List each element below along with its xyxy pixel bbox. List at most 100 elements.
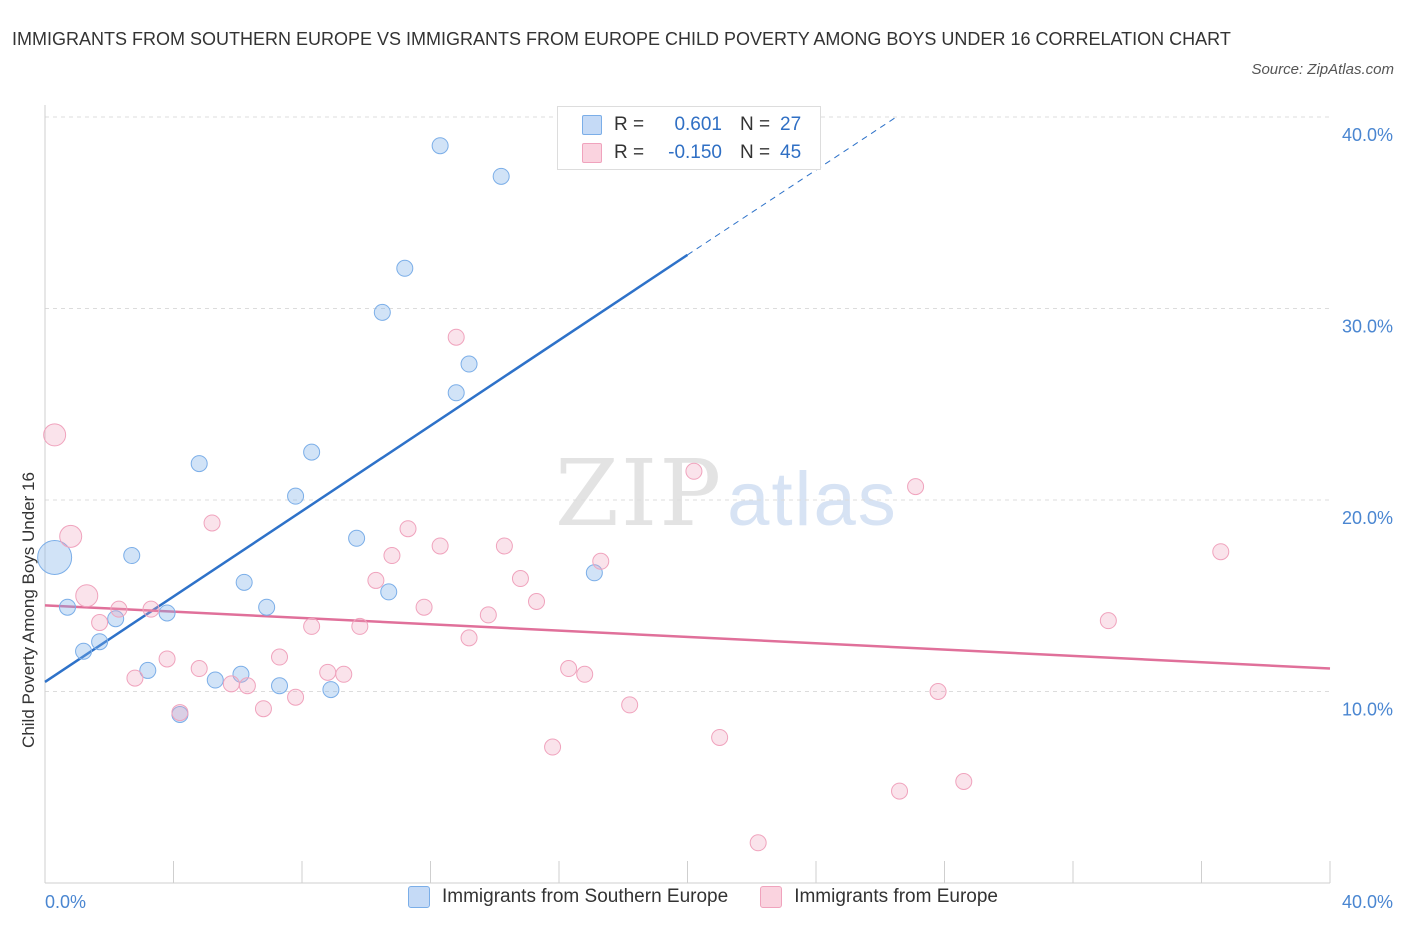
point-europe xyxy=(222,675,240,693)
y-axis-label: Child Poverty Among Boys Under 16 xyxy=(19,472,38,748)
point-southern-europe xyxy=(158,604,176,622)
point-europe xyxy=(190,660,208,678)
legend-series-label: Immigrants from Europe xyxy=(794,886,998,907)
point-southern-europe xyxy=(123,547,141,565)
point-southern-europe xyxy=(373,303,391,321)
point-southern-europe xyxy=(396,259,414,277)
point-europe xyxy=(203,514,221,532)
trend-lines xyxy=(44,116,1331,683)
chart-title: IMMIGRANTS FROM SOUTHERN EUROPE VS IMMIG… xyxy=(12,29,1231,49)
point-europe xyxy=(592,552,610,570)
point-europe xyxy=(891,782,909,800)
point-europe xyxy=(415,598,433,616)
data-points xyxy=(37,137,1230,852)
legend-n-label: N = xyxy=(740,114,771,135)
point-southern-europe xyxy=(235,573,253,591)
point-europe xyxy=(142,600,160,618)
point-southern-europe xyxy=(460,355,478,373)
point-europe xyxy=(544,738,562,756)
point-southern-europe xyxy=(258,598,276,616)
point-europe xyxy=(399,520,417,538)
point-southern-europe xyxy=(431,137,449,155)
point-southern-europe xyxy=(107,610,125,628)
legend-row-southern-europe: R = 0.601 N = 27 xyxy=(582,113,801,137)
trend-line-extension xyxy=(687,116,897,256)
trend-line-southern-europe xyxy=(44,253,689,683)
legend-r-value: 0.601 xyxy=(674,114,722,135)
point-europe xyxy=(495,537,513,555)
legend-row-europe: R = -0.150 N = 45 xyxy=(582,141,801,165)
point-europe xyxy=(431,537,449,555)
point-europe xyxy=(560,660,578,678)
point-europe xyxy=(367,571,385,589)
point-europe xyxy=(383,547,401,565)
legend-item-southern-europe: Immigrants from Southern Europe xyxy=(408,886,728,908)
x-tick-label: 0.0% xyxy=(45,892,86,912)
point-europe xyxy=(43,423,67,447)
point-southern-europe xyxy=(303,443,321,461)
point-southern-europe xyxy=(447,384,465,402)
point-europe xyxy=(749,834,767,852)
point-europe xyxy=(171,704,189,722)
axis-labels: 10.0% 20.0% 30.0% 40.0% 0.0% 40.0% Child Pover… xyxy=(19,125,1393,912)
point-europe xyxy=(351,617,369,635)
axes xyxy=(44,105,1331,884)
point-europe xyxy=(929,683,947,700)
point-southern-europe xyxy=(37,539,73,575)
legend-n-value: 45 xyxy=(780,142,802,163)
point-europe xyxy=(576,665,594,683)
legend-r-label: R = xyxy=(614,114,645,135)
point-southern-europe xyxy=(139,661,157,679)
watermark-zip: ZIP xyxy=(555,440,724,547)
point-southern-europe xyxy=(206,671,224,689)
point-europe xyxy=(303,617,321,635)
point-europe xyxy=(110,600,128,618)
point-europe xyxy=(511,570,529,588)
point-europe xyxy=(59,524,83,548)
point-europe xyxy=(447,328,465,346)
legend-r-label: R = xyxy=(614,142,645,163)
series-legend: Immigrants from Southern Europe Immigran… xyxy=(0,886,1406,908)
point-europe xyxy=(1212,543,1230,561)
point-europe xyxy=(528,592,546,610)
point-europe xyxy=(158,650,176,668)
legend-swatch-blue xyxy=(582,115,602,135)
legend-swatch-blue xyxy=(408,886,430,908)
point-southern-europe xyxy=(287,487,305,505)
point-europe xyxy=(287,688,305,706)
legend-swatch-pink xyxy=(582,143,602,163)
y-tick-label: 30.0% xyxy=(1342,317,1393,337)
point-europe xyxy=(1099,612,1117,630)
point-southern-europe xyxy=(91,633,109,651)
x-tick-label: 40.0% xyxy=(1342,892,1393,912)
point-europe xyxy=(271,648,289,666)
point-europe xyxy=(238,677,256,695)
point-southern-europe xyxy=(322,681,340,699)
source-label: Source: ZipAtlas.com xyxy=(1251,61,1394,78)
point-europe xyxy=(907,478,925,496)
watermark-atlas: atlas xyxy=(727,457,898,542)
point-southern-europe xyxy=(58,598,76,616)
trend-line-europe xyxy=(44,604,1331,670)
legend-series-label: Immigrants from Southern Europe xyxy=(442,886,729,907)
point-southern-europe xyxy=(348,529,366,547)
point-southern-europe xyxy=(271,677,289,695)
y-tick-label: 10.0% xyxy=(1342,700,1393,720)
point-europe xyxy=(335,665,353,683)
legend-n-label: N = xyxy=(740,142,771,163)
y-tick-label: 40.0% xyxy=(1342,125,1393,145)
point-europe xyxy=(75,584,99,608)
point-europe xyxy=(91,614,109,632)
watermark: ZIPatlas xyxy=(555,440,898,547)
legend-r-value: -0.150 xyxy=(668,142,722,163)
point-southern-europe xyxy=(492,167,510,185)
point-southern-europe xyxy=(190,455,208,473)
point-europe xyxy=(685,462,703,480)
point-europe xyxy=(711,728,729,746)
point-southern-europe xyxy=(75,642,93,660)
legend-item-europe: Immigrants from Europe xyxy=(760,886,998,908)
point-southern-europe xyxy=(380,583,398,601)
point-europe xyxy=(621,696,639,714)
point-europe xyxy=(460,629,478,647)
